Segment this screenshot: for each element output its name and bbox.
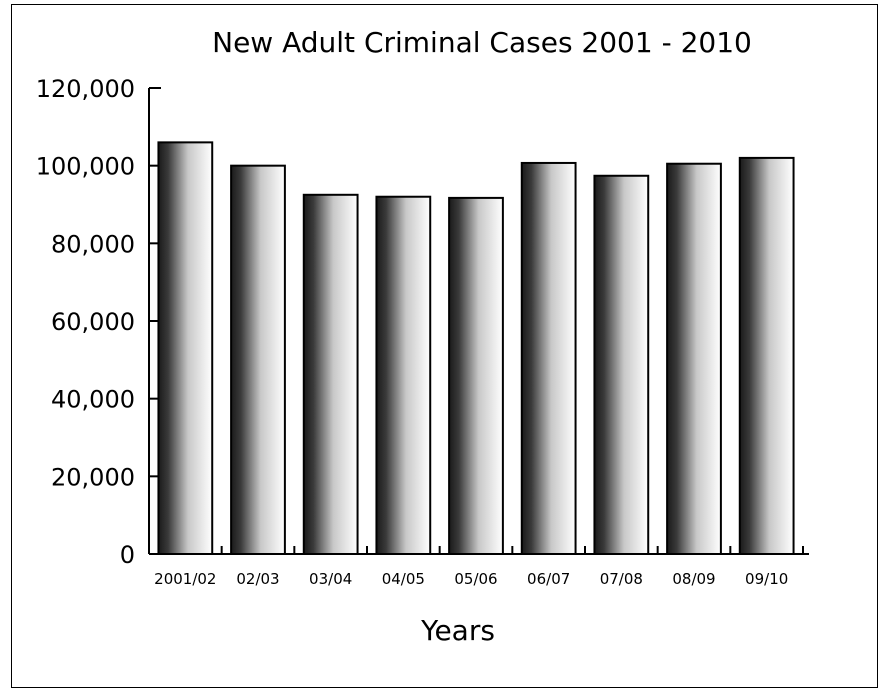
y-tick-label: 120,000 <box>36 75 135 103</box>
bar-02-03 <box>230 164 286 556</box>
x-tick-label: 08/09 <box>672 570 715 588</box>
bar-09-10 <box>738 156 795 555</box>
bar-06-07 <box>520 161 577 555</box>
bars <box>157 141 795 556</box>
x-tick-label: 06/07 <box>527 570 570 588</box>
chart-title: New Adult Criminal Cases 2001 - 2010 <box>212 26 752 59</box>
x-tick-labels: 2001/02 02/03 03/04 04/05 05/06 06/07 07/08 08/… <box>154 570 788 588</box>
bar-07-08 <box>593 174 650 555</box>
y-tick-label: 80,000 <box>51 230 135 258</box>
y-tick-label: 100,000 <box>36 153 135 181</box>
x-tick-label: 09/10 <box>745 570 788 588</box>
y-tick-label: 20,000 <box>51 463 135 491</box>
bar-2001-02 <box>157 141 214 555</box>
bar-04-05 <box>375 195 432 555</box>
x-tick-label: 02/03 <box>236 570 279 588</box>
x-tick-label: 04/05 <box>382 570 425 588</box>
chart-frame <box>11 4 878 688</box>
y-tick-label: 40,000 <box>51 386 135 414</box>
y-axis: 0 20,000 40,000 60,000 80,000 100,000 120,000 <box>36 75 161 569</box>
x-axis-label: Years <box>420 614 495 647</box>
bar-05-06 <box>448 196 504 555</box>
y-tick-label: 60,000 <box>51 308 135 336</box>
y-tick-label: 0 <box>120 541 135 569</box>
x-tick-label: 07/08 <box>600 570 643 588</box>
bar-03-04 <box>302 193 359 556</box>
bar-08-09 <box>666 162 722 555</box>
x-tick-label: 03/04 <box>309 570 352 588</box>
x-tick-label: 2001/02 <box>154 570 216 588</box>
x-tick-label: 05/06 <box>454 570 497 588</box>
